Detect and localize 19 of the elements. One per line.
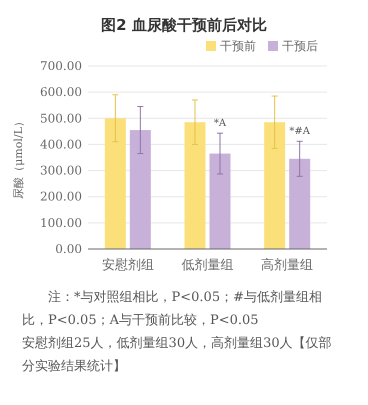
y-tick-label: 100.00 [40,216,82,230]
y-tick-label: 500.00 [40,111,82,126]
annotation: *A [214,118,227,130]
annotation: *#A [289,126,311,137]
x-tick-label: 高剂量组 [261,257,314,273]
y-tick-label: 600.00 [40,85,82,100]
y-tick-label: 0.00 [55,242,82,256]
x-tick-label: 安慰剂组 [102,257,154,273]
x-tick-label: 低剂量组 [182,257,234,273]
y-tick-label: 300.00 [40,164,82,178]
chart-title: 图2 血尿酸干预前后对比 [101,16,267,34]
text: 注：*与对照组相比，P<0.05；#与低剂量组相比，P<0.05；A与干预前比较，P<0.05 [22,289,323,330]
y-tick-label: 700.00 [40,59,82,73]
y-tick-label: 200.00 [40,190,82,204]
y-axis-title: 尿酸（μmol/L） [12,116,25,199]
text: 安慰剂组25人，低剂量组30人，高剂量组30人【仅部分实验结果统计】 [22,335,333,376]
legend-label: 干预前 [220,39,256,53]
legend-label: 干预后 [282,39,318,53]
y-tick-label: 400.00 [40,137,82,152]
